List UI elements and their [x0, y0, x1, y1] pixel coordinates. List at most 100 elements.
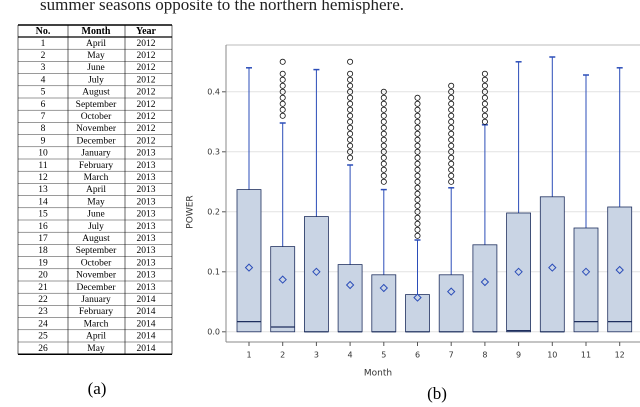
outlier: [347, 88, 354, 95]
outlier: [380, 172, 387, 179]
table-cell: 12: [38, 173, 48, 183]
table-cell: 2012: [137, 136, 156, 146]
outlier: [380, 166, 387, 173]
outlier: [448, 100, 455, 107]
table-cell: November: [76, 271, 117, 281]
outlier: [448, 118, 455, 125]
outlier: [380, 106, 387, 113]
table-cell: September: [76, 100, 117, 110]
table-cell: September: [76, 246, 117, 256]
table-cell: 2013: [137, 173, 156, 183]
outlier: [414, 94, 421, 101]
outlier: [380, 154, 387, 161]
table-cell: December: [76, 283, 116, 293]
table-cell: March: [84, 173, 109, 183]
mean-marker: [548, 263, 557, 272]
outlier: [481, 82, 488, 89]
outlier: [347, 94, 354, 101]
table-cell: 25: [38, 332, 48, 342]
outlier: [380, 100, 387, 107]
outlier: [448, 112, 455, 119]
table-cell: April: [86, 185, 106, 195]
table-cell: 24: [38, 319, 48, 329]
outlier: [448, 142, 455, 149]
outlier: [414, 172, 421, 179]
outlier: [414, 136, 421, 143]
y-tick-label: 0.1: [207, 267, 220, 276]
outlier: [279, 106, 286, 113]
mean-marker: [514, 267, 523, 277]
outlier: [347, 118, 354, 125]
outlier: [279, 82, 286, 89]
outlier: [481, 106, 488, 113]
box: [337, 264, 363, 333]
table-cell: December: [76, 136, 116, 146]
outlier: [347, 124, 354, 131]
table-cell: August: [82, 88, 110, 98]
x-tick-label: 9: [516, 351, 521, 360]
table-cell: 9: [41, 136, 46, 146]
table-cell: 21: [38, 283, 48, 293]
table-cell: 13: [38, 185, 48, 195]
table-cell: 17: [38, 234, 48, 244]
table-cell: November: [76, 124, 117, 134]
table-cell: 2012: [137, 100, 156, 110]
mean-marker: [446, 287, 456, 296]
table-cell: January: [81, 295, 111, 305]
table-cell: 6: [41, 100, 46, 110]
table-cell: January: [81, 149, 111, 159]
y-axis-label: POWER: [186, 195, 196, 228]
outlier: [347, 142, 354, 149]
outlier: [448, 94, 455, 101]
outlier: [481, 112, 488, 119]
box: [539, 196, 565, 333]
outlier: [279, 88, 286, 95]
table-cell: 2013: [137, 197, 156, 207]
x-tick-label: 3: [314, 351, 319, 360]
outlier: [414, 112, 421, 119]
outlier: [380, 130, 387, 137]
table-cell: 2014: [137, 332, 156, 342]
table-cell: 2013: [137, 222, 156, 232]
box: [472, 244, 498, 333]
table-cell: 2013: [137, 258, 156, 268]
table-cell: February: [79, 307, 114, 317]
table-cell: 2012: [137, 88, 156, 98]
outlier: [414, 124, 421, 131]
outlier: [448, 154, 455, 161]
table-cell: 2014: [137, 295, 156, 305]
outlier: [347, 154, 354, 161]
outlier: [414, 196, 421, 203]
table-cell: July: [88, 222, 104, 232]
outlier: [414, 220, 421, 227]
table-cell: 11: [38, 161, 47, 171]
table-cell: 18: [38, 246, 48, 256]
x-tick-label: 12: [615, 351, 625, 360]
table-cell: 14: [38, 197, 48, 207]
box: [506, 212, 532, 333]
outlier: [279, 100, 286, 107]
table-cell: 22: [38, 295, 48, 305]
x-tick-label: 5: [381, 351, 386, 360]
outlier: [414, 232, 421, 239]
outlier: [414, 208, 421, 215]
table-cell: February: [79, 161, 114, 171]
outlier: [414, 190, 421, 197]
box: [371, 274, 397, 333]
mean-marker: [312, 267, 321, 277]
x-axis-label: Month: [364, 369, 392, 379]
outlier: [448, 178, 455, 185]
outlier: [414, 214, 421, 221]
mean-marker: [615, 265, 624, 275]
mean-marker: [278, 275, 287, 284]
outlier: [414, 148, 421, 155]
outlier: [448, 166, 455, 173]
table-cell: 2012: [137, 63, 156, 73]
outlier: [414, 178, 421, 185]
box: [236, 189, 262, 333]
table-cell: June: [87, 210, 104, 220]
outlier: [448, 106, 455, 113]
x-tick-label: 1: [246, 351, 251, 360]
outlier: [481, 118, 488, 125]
outlier: [414, 154, 421, 161]
